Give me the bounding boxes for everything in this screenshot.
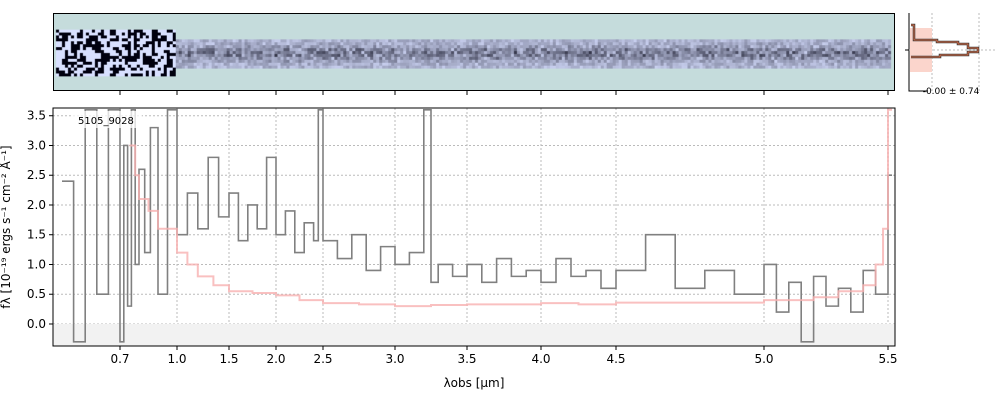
x-tick-label: 3.5 (457, 352, 476, 366)
y-tick-label: 0.0 (27, 317, 46, 331)
label-box (72, 111, 142, 128)
profile-inset (905, 13, 995, 92)
error-series-line (129, 108, 892, 308)
2d-spectrum-image (53, 13, 895, 91)
y-tick-label: 3.0 (27, 138, 46, 152)
x-tick-label: 2.5 (313, 352, 332, 366)
object-label: 5105_9028 (78, 116, 134, 127)
inset-axes (908, 13, 928, 92)
x-tick-label: 1.5 (219, 352, 238, 366)
x-tick-label: 4.5 (606, 352, 625, 366)
x-axis-label: λobs [μm] (444, 376, 505, 390)
y-axis-label: fλ [10⁻¹⁹ ergs s⁻¹ cm⁻² Å⁻¹] (0, 145, 13, 308)
y-tick-label: 0.5 (27, 287, 46, 301)
x-tick-label: 5.5 (878, 352, 897, 366)
negative-band (53, 324, 895, 346)
y-tick-label: 1.0 (27, 257, 46, 271)
x-tick-label: 1.0 (167, 352, 186, 366)
y-tick-label: 2.0 (27, 198, 46, 212)
x-tick-label: 3.0 (385, 352, 404, 366)
x-tick-label: 0.7 (110, 352, 129, 366)
inset-stat-label: -0.00 ± 0.74 (923, 87, 980, 97)
y-tick-label: 3.5 (27, 109, 46, 123)
y-tick-label: 2.5 (27, 168, 46, 182)
x-tick-label: 5.0 (754, 352, 773, 366)
x-tick-label: 2.0 (266, 352, 285, 366)
plot-frame (52, 107, 896, 347)
inset-model-line (911, 24, 979, 58)
flux-series-line (62, 108, 892, 343)
y-tick-label: 1.5 (27, 228, 46, 242)
x-tick-label: 4.0 (531, 352, 550, 366)
